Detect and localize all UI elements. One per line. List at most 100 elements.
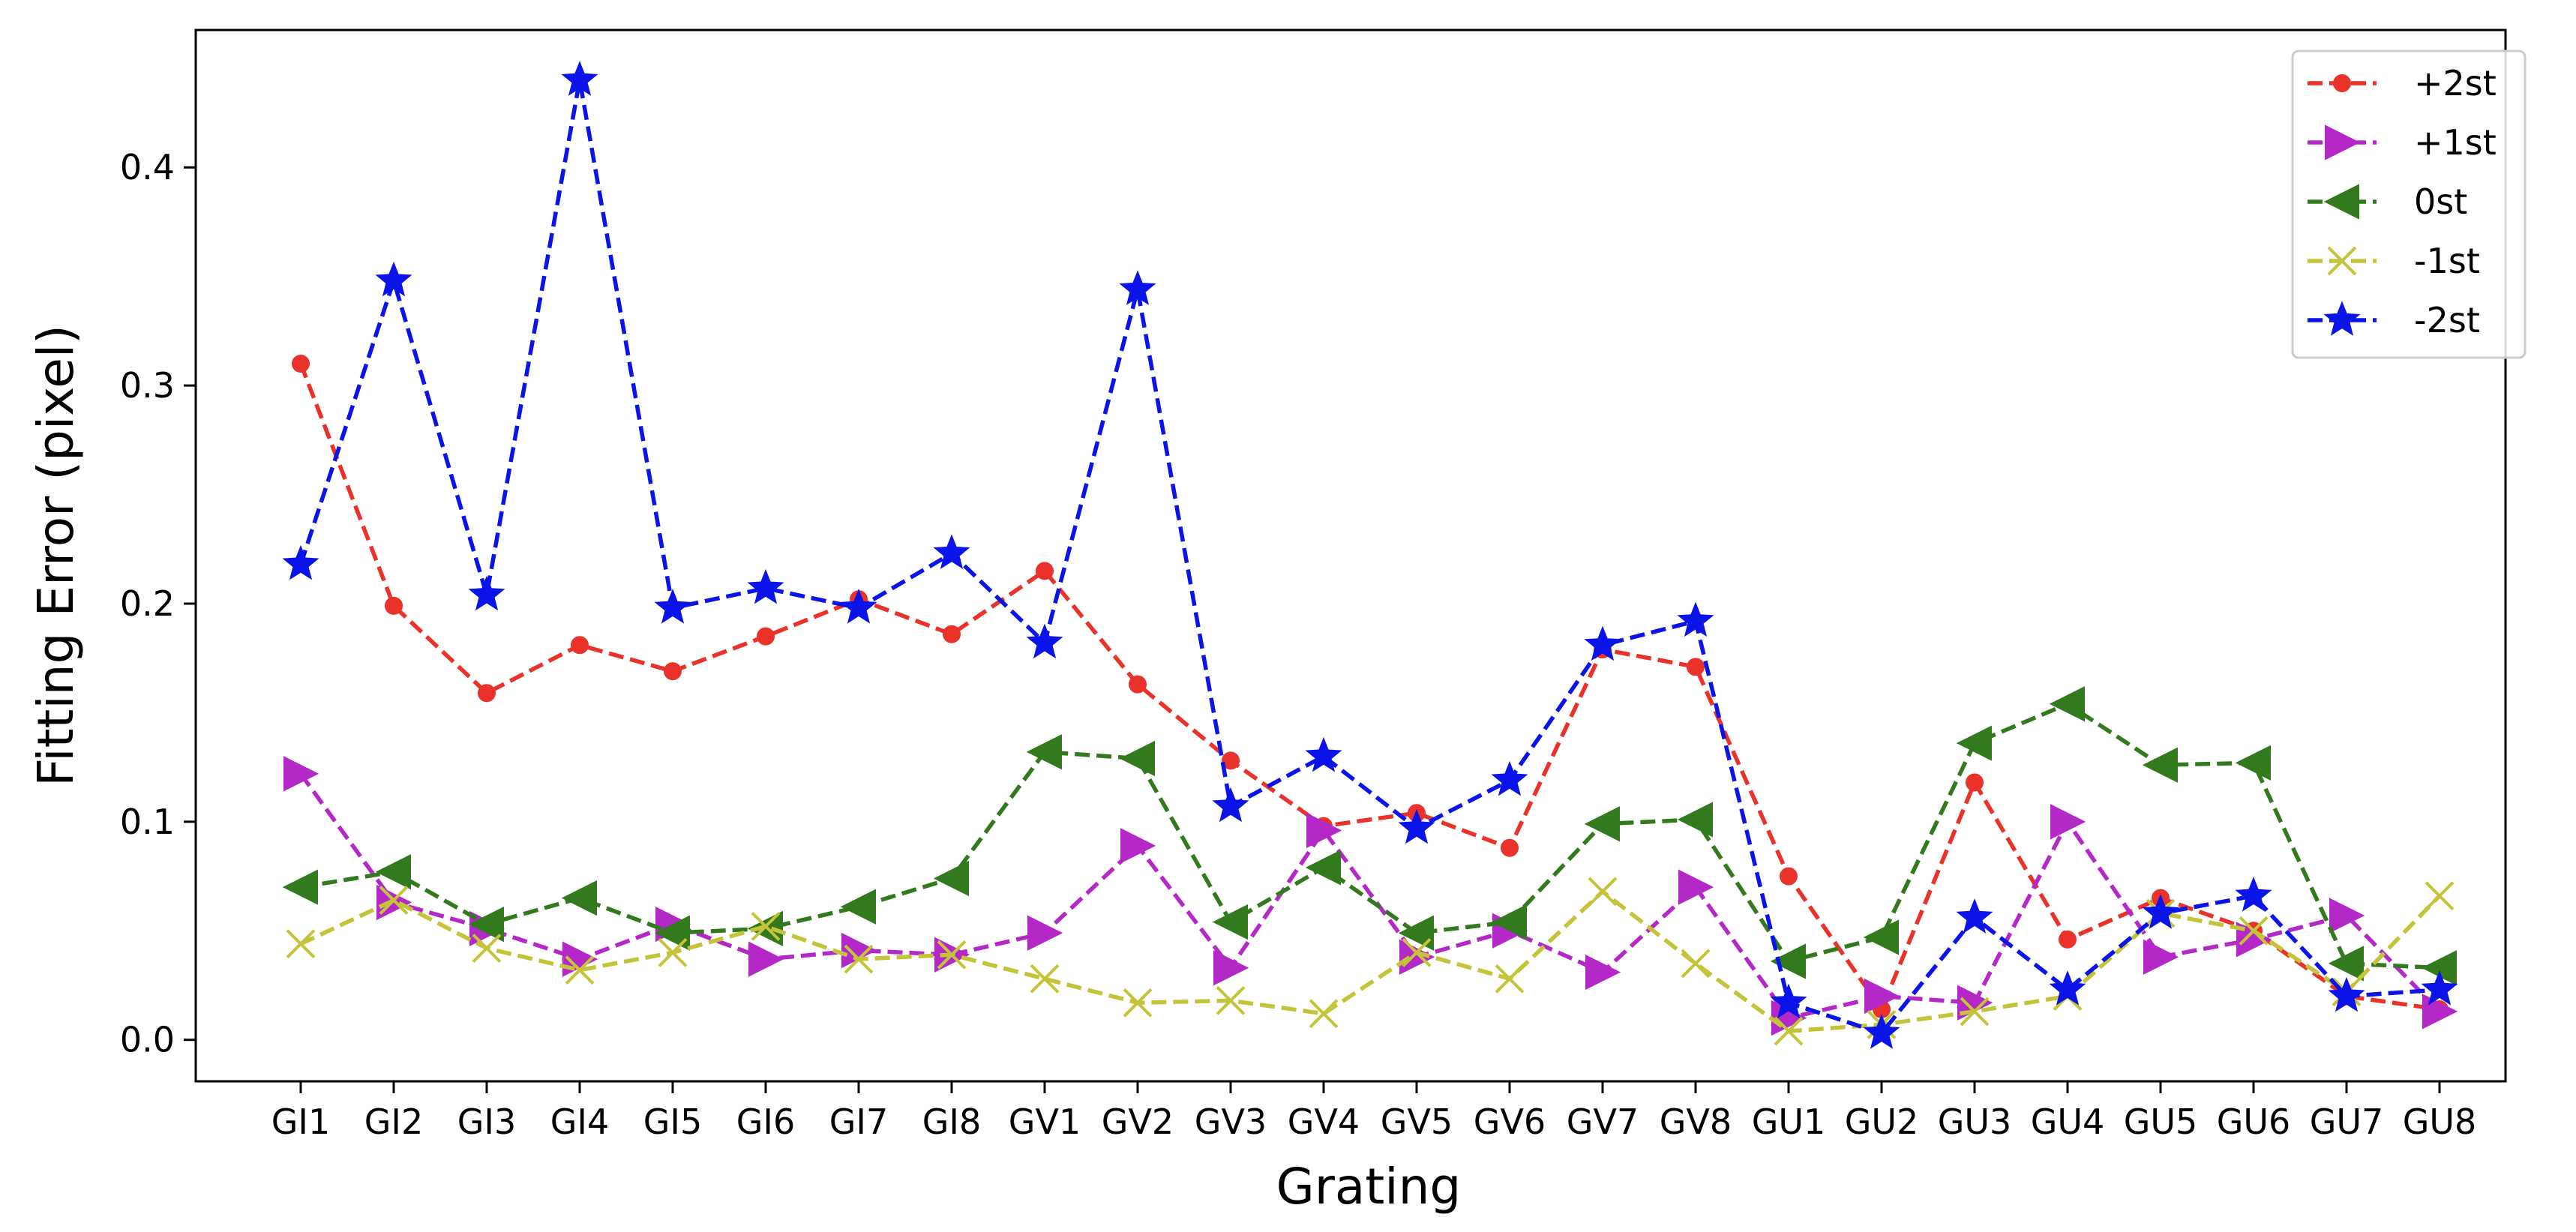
data-point: [1398, 915, 1434, 951]
data-point: [1584, 806, 1620, 842]
data-point: [1119, 270, 1156, 305]
data-point: [937, 940, 967, 970]
data-point: [2328, 976, 2365, 1012]
x-tick-label: GV6: [1474, 1102, 1546, 1142]
data-point: [478, 684, 496, 703]
x-tick-label: GI5: [643, 1102, 702, 1142]
data-point: [1026, 734, 1062, 770]
data-point: [751, 912, 781, 941]
data-point: [1774, 1016, 1804, 1046]
data-point: [472, 934, 502, 963]
legend-marker: [2323, 301, 2361, 336]
data-point: [654, 915, 690, 951]
series-line: [298, 363, 2440, 1012]
data-point: [1495, 964, 1525, 994]
data-point: [1026, 623, 1063, 659]
data-point: [2329, 898, 2365, 934]
x-tick-label: GI6: [736, 1102, 795, 1142]
y-tick-label: 0.1: [120, 802, 175, 842]
data-point: [840, 889, 876, 925]
x-tick-label: GI4: [550, 1102, 609, 1142]
legend-marker: [2333, 74, 2351, 92]
data-point: [2142, 894, 2179, 929]
data-point: [1960, 997, 1990, 1027]
series-2: [282, 686, 2457, 986]
data-point: [1588, 877, 1618, 907]
legend-item: -1st: [2308, 241, 2480, 281]
data-point: [2421, 970, 2458, 1006]
data-point: [1585, 954, 1621, 991]
data-point: [2050, 804, 2086, 840]
x-axis-label: Grating: [1276, 1158, 1462, 1216]
x-tick-label: GI7: [829, 1102, 888, 1142]
x-tick-label: GI3: [457, 1102, 516, 1142]
x-tick-label: GU3: [1938, 1102, 2012, 1142]
x-tick-label: GU1: [1752, 1102, 1826, 1142]
x-tick-label: GI8: [922, 1102, 981, 1142]
data-point: [933, 534, 970, 569]
y-axis: 0.0 0.1 0.2 0.3 0.4: [120, 147, 196, 1060]
data-point: [1501, 838, 1519, 857]
data-point: [1402, 937, 1432, 967]
x-tick-label: GU6: [2217, 1102, 2291, 1142]
data-point: [1584, 625, 1621, 661]
data-point: [1770, 983, 1807, 1019]
x-tick-label: GU8: [2403, 1102, 2477, 1142]
legend-item: +1st: [2308, 122, 2497, 163]
data-point: [1309, 999, 1339, 1029]
data-point: [468, 575, 505, 611]
series-line: [298, 78, 2440, 1036]
data-point: [2049, 686, 2085, 722]
data-point: [664, 662, 682, 681]
legend-item: -2st: [2308, 300, 2480, 340]
data-point: [1966, 773, 1984, 792]
data-point: [747, 568, 784, 604]
data-point: [840, 589, 877, 624]
data-point: [561, 880, 597, 916]
series-line: [299, 889, 2441, 1033]
x-tick-label: GU4: [2031, 1102, 2105, 1142]
data-point: [2143, 939, 2179, 975]
y-tick-label: 0.2: [120, 583, 175, 624]
data-point: [1030, 964, 1060, 994]
data-point: [1491, 904, 1527, 940]
data-point: [1306, 812, 1342, 849]
data-point: [1780, 867, 1798, 886]
x-tick-label: GI2: [364, 1102, 423, 1142]
x-tick-label: GV8: [1660, 1102, 1732, 1142]
data-point: [2059, 930, 2077, 949]
data-point: [286, 929, 316, 959]
x-tick-label: GI1: [271, 1102, 330, 1142]
plot-frame: [194, 28, 2507, 1083]
data-point: [375, 261, 412, 297]
data-point: [282, 869, 318, 905]
data-point: [1687, 658, 1705, 676]
x-tick-label: GU7: [2310, 1102, 2384, 1142]
legend-marker: [2325, 124, 2361, 160]
x-tick-label: GV1: [1009, 1102, 1081, 1142]
legend-label: +1st: [2414, 122, 2497, 163]
data-point: [283, 756, 319, 792]
data-point: [571, 636, 589, 655]
data-point: [2425, 881, 2455, 911]
data-point: [1305, 850, 1341, 886]
data-point: [1399, 939, 1435, 975]
data-point: [2235, 877, 2272, 912]
y-tick-label: 0.3: [120, 365, 175, 406]
y-axis-label: Fitting Error (pixel): [27, 325, 85, 787]
legend-marker: [2327, 246, 2357, 276]
data-point: [1863, 919, 1899, 955]
legend-label: -2st: [2414, 300, 2480, 340]
legend-label: +2st: [2414, 63, 2497, 103]
x-tick-label: GU2: [1845, 1102, 1919, 1142]
data-point: [1129, 675, 1147, 694]
data-point: [844, 944, 874, 974]
data-point: [943, 625, 961, 643]
data-point: [1213, 950, 1249, 986]
x-tick-label: GU5: [2124, 1102, 2198, 1142]
x-tick-label: GV2: [1102, 1102, 1174, 1142]
data-point: [2422, 994, 2458, 1030]
data-point: [2049, 970, 2086, 1006]
data-point: [282, 544, 319, 580]
